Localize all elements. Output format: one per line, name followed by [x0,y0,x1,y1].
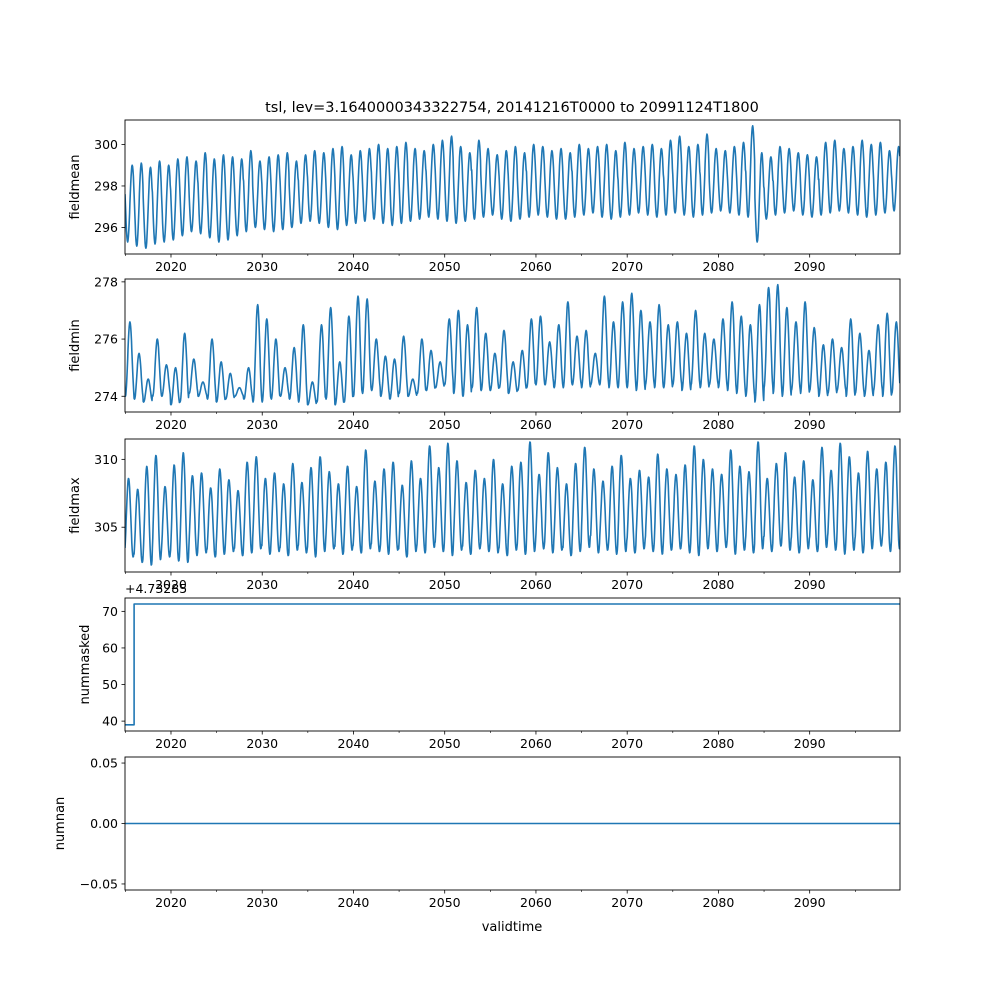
x-tick-label: 2020 [155,895,187,910]
fieldmin-y-axis-label: fieldmin [68,319,83,372]
x-tick-label: 2070 [611,259,643,274]
y-tick-label: 0.05 [90,756,118,771]
x-tick-label: 2080 [703,895,735,910]
x-tick-label: 2080 [703,577,735,592]
x-tick-label: 2020 [155,736,187,751]
y-tick-label: 274 [94,389,118,404]
nummasked-axes-frame [124,597,901,732]
x-tick-label: 2090 [794,417,826,432]
panel-numnan: 2020 2030 2040 2050 2060 2070 2080 2090 −0.05 0.0… [53,756,901,910]
y-tick-label: 298 [94,178,118,193]
panel-fieldmean: 2020 2030 2040 2050 2060 2070 2080 2090 296 298 30… [68,119,901,274]
fieldmin-axes-frame [124,278,901,413]
y-tick-label: 40 [102,714,118,729]
y-tick-label: 50 [102,677,118,692]
x-tick-label: 2050 [429,417,461,432]
x-tick-label: 2060 [520,259,552,274]
fieldmean-axes-frame [124,119,901,255]
y-tick-label: 276 [94,332,118,347]
x-tick-label: 2070 [611,577,643,592]
fieldmean-series-line [125,125,900,249]
fieldmin-series-line [125,283,900,406]
x-tick-label: 2060 [520,577,552,592]
x-tick-label: 2090 [794,895,826,910]
nummasked-y-axis-label: nummasked [78,625,93,705]
y-tick-label: 0.00 [90,816,118,831]
x-tick-label: 2090 [794,259,826,274]
x-tick-label: 2030 [246,577,278,592]
x-tick-label: 2020 [155,417,187,432]
numnan-y-axis-label: numnan [53,797,68,851]
x-tick-label: 2050 [429,736,461,751]
x-tick-label: 2030 [246,259,278,274]
x-tick-label: 2070 [611,417,643,432]
y-tick-label: 296 [94,220,118,235]
x-tick-label: 2080 [703,417,735,432]
y-tick-label: 305 [94,520,118,535]
x-tick-label: 2020 [155,259,187,274]
y-tick-label: 278 [94,274,118,289]
x-tick-label: 2030 [246,895,278,910]
x-axis-label: validtime [482,920,543,935]
fieldmax-axes-frame [124,438,901,573]
x-tick-label: 2030 [246,417,278,432]
x-tick-label: 2080 [703,259,735,274]
x-tick-label: 2020 [155,577,187,592]
x-tick-label: 2060 [520,417,552,432]
x-tick-label: 2040 [338,417,370,432]
fieldmax-series-line [125,441,900,566]
x-tick-label: 2050 [429,577,461,592]
panel-fieldmin: 2020 2030 2040 2050 2060 2070 2080 2090 274 276 27… [68,274,901,432]
y-tick-label: 70 [102,604,118,619]
panel-nummasked: 2020 2030 2040 2050 2060 2070 2080 2090 40 50 60 70… [78,581,901,751]
x-tick-label: 2040 [338,577,370,592]
y-tick-label: 300 [94,137,118,152]
panel-fieldmax: 2020 2030 2040 2050 2060 2070 2080 2090 305 310 fi… [68,438,901,592]
x-tick-label: 2090 [794,736,826,751]
x-tick-label: 2090 [794,577,826,592]
x-tick-label: 2050 [429,259,461,274]
y-tick-label: 60 [102,640,118,655]
y-tick-label: 310 [94,452,118,467]
y-tick-label: −0.05 [80,876,118,891]
x-tick-label: 2050 [429,895,461,910]
x-tick-label: 2040 [338,259,370,274]
x-tick-label: 2080 [703,736,735,751]
fieldmax-y-axis-label: fieldmax [68,477,83,534]
figure-title: tsl, lev=3.1640000343322754, 20141216T00… [265,100,759,116]
x-tick-label: 2030 [246,736,278,751]
x-tick-label: 2070 [611,736,643,751]
fieldmean-y-axis-label: fieldmean [68,155,83,220]
nummasked-series-line [125,603,900,726]
x-tick-label: 2040 [338,895,370,910]
x-tick-label: 2040 [338,736,370,751]
x-tick-label: 2070 [611,895,643,910]
x-tick-label: 2060 [520,895,552,910]
x-tick-label: 2060 [520,736,552,751]
y-offset-text: +4.73285 [125,581,187,596]
